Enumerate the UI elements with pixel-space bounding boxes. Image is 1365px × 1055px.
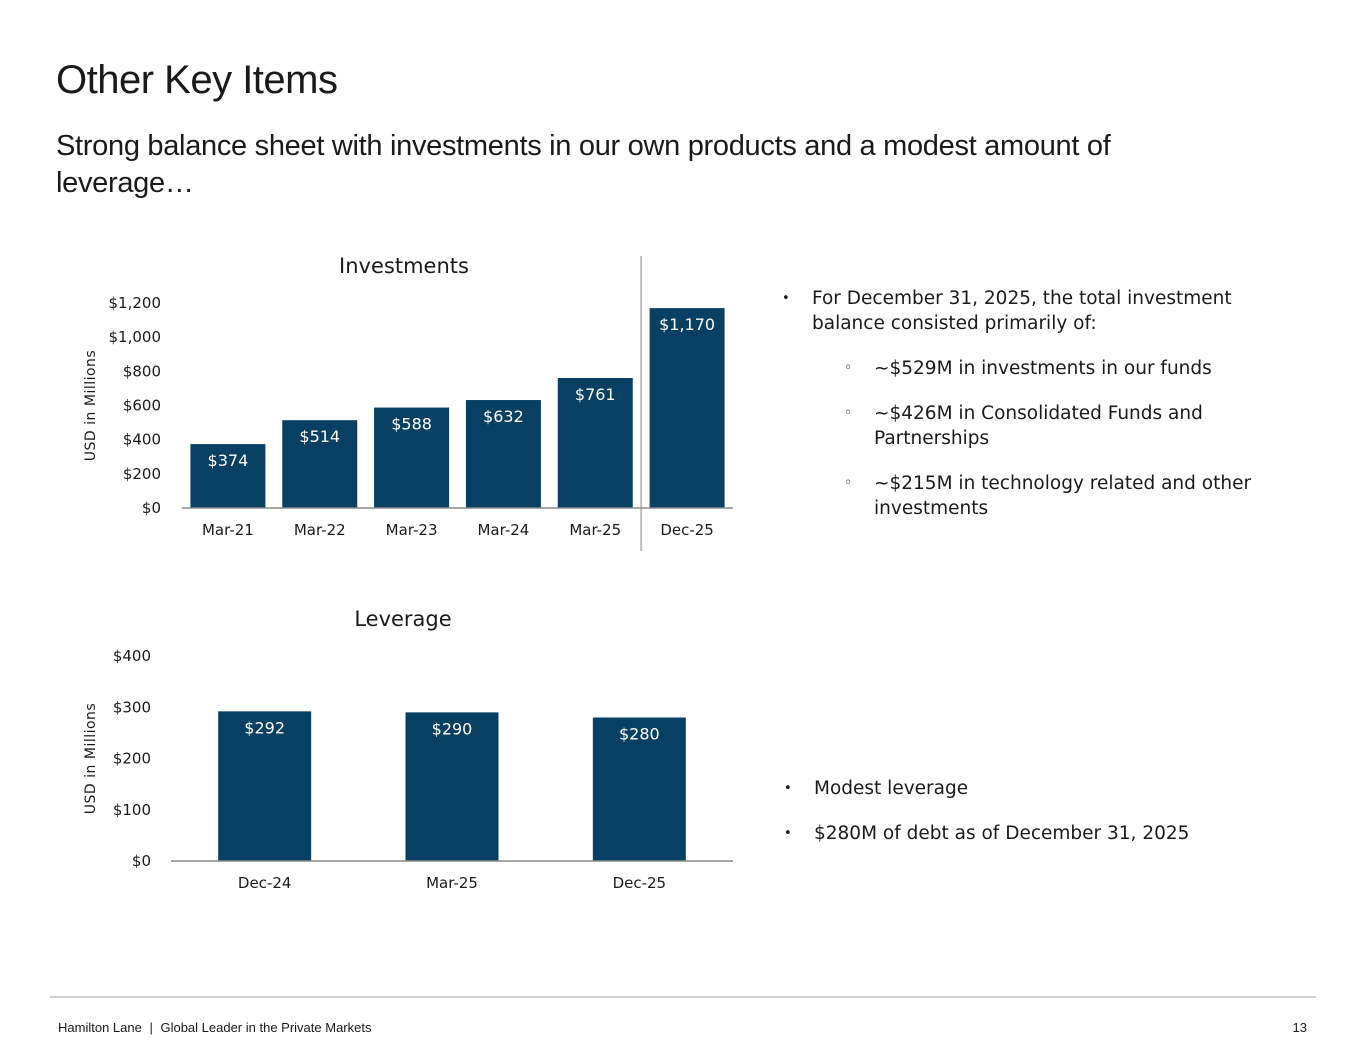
bar	[592, 717, 686, 861]
y-tick-label: $800	[123, 362, 161, 380]
y-tick-label: $200	[123, 465, 161, 483]
leverage-note-item: $280M of debt as of December 31, 2025	[784, 821, 1284, 846]
investments-chart: Investments USD in Millions $0 $200 $400 $600…	[83, 254, 733, 551]
footer-separator: |	[149, 1020, 153, 1035]
x-tick-label: Mar-23	[386, 521, 438, 539]
data-label: $1,170	[659, 315, 715, 334]
y-tick-label: $600	[123, 397, 161, 415]
x-tick-label: Mar-25	[569, 521, 621, 539]
chart-title: Investments	[339, 254, 469, 278]
x-tick-label: Dec-24	[238, 874, 292, 892]
y-tick-label: $300	[113, 698, 151, 716]
chart-title: Leverage	[354, 607, 451, 631]
data-label: $292	[244, 718, 285, 737]
investments-note-main: For December 31, 2025, the total investm…	[782, 286, 1282, 521]
x-tick-label: Mar-25	[426, 874, 478, 892]
data-label: $280	[619, 725, 660, 744]
investments-notes: For December 31, 2025, the total investm…	[782, 286, 1282, 541]
data-label: $761	[575, 385, 616, 404]
x-tick-label: Mar-24	[477, 521, 529, 539]
bar	[405, 712, 499, 861]
footer-text: Hamilton Lane | Global Leader in the Pri…	[58, 1020, 371, 1035]
leverage-note-item: Modest leverage	[784, 776, 1284, 801]
bar	[557, 377, 633, 508]
page-title: Other Key Items	[56, 58, 338, 102]
footer-company: Hamilton Lane	[58, 1020, 142, 1035]
bar	[218, 711, 312, 861]
page-number: 13	[1292, 1020, 1307, 1035]
y-axis-label: USD in Millions	[83, 350, 99, 461]
investments-note-item: ~$426M in Consolidated Funds and Partner…	[844, 401, 1282, 451]
page-subtitle: Strong balance sheet with investments in…	[56, 130, 1111, 199]
data-label: $374	[208, 451, 249, 470]
y-axis-label: USD in Millions	[83, 703, 99, 814]
bar	[465, 400, 541, 508]
x-tick-label: Dec-25	[613, 874, 667, 892]
data-label: $632	[483, 407, 524, 426]
data-label: $588	[391, 415, 432, 434]
leverage-chart: Leverage USD in Millions $0 $100 $200 $300 $40…	[83, 607, 733, 892]
investments-note-subitems: ~$529M in investments in our funds ~$426…	[844, 356, 1282, 521]
bar	[374, 407, 450, 508]
investments-note-item: ~$529M in investments in our funds	[844, 356, 1282, 381]
investments-note-main-text: For December 31, 2025, the total investm…	[812, 288, 1232, 334]
y-tick-label: $1,000	[109, 328, 162, 346]
bar	[282, 420, 358, 508]
investments-note-item: ~$215M in technology related and other i…	[844, 471, 1282, 521]
y-tick-label: $200	[113, 750, 151, 768]
data-label: $290	[432, 719, 473, 738]
footer-tagline: Global Leader in the Private Markets	[160, 1020, 372, 1035]
bar	[190, 444, 266, 508]
x-tick-label: Mar-22	[294, 521, 346, 539]
y-tick-label: $1,200	[109, 294, 162, 312]
footer-divider	[50, 996, 1316, 998]
y-tick-label: $400	[113, 647, 151, 665]
data-label: $514	[299, 427, 340, 446]
y-tick-label: $400	[123, 431, 161, 449]
x-tick-label: Mar-21	[202, 521, 254, 539]
x-tick-label: Dec-25	[660, 521, 714, 539]
leverage-notes: Modest leverage $280M of debt as of Dece…	[784, 776, 1284, 866]
y-tick-label: $0	[132, 852, 151, 870]
bar	[649, 308, 725, 508]
y-tick-label: $100	[113, 801, 151, 819]
y-tick-label: $0	[142, 499, 161, 517]
